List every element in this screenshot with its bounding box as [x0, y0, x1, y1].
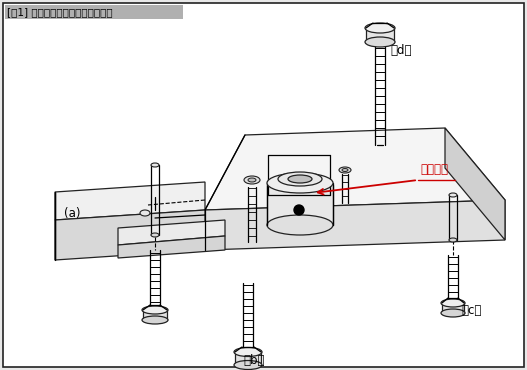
Ellipse shape — [151, 163, 159, 167]
Ellipse shape — [441, 309, 465, 317]
Polygon shape — [366, 28, 394, 42]
Ellipse shape — [365, 23, 395, 33]
Polygon shape — [267, 183, 333, 225]
Polygon shape — [143, 310, 167, 320]
Polygon shape — [442, 303, 464, 313]
Polygon shape — [118, 236, 225, 258]
Ellipse shape — [234, 360, 262, 370]
Ellipse shape — [151, 233, 159, 237]
Ellipse shape — [288, 175, 312, 183]
Polygon shape — [55, 182, 205, 220]
Ellipse shape — [365, 37, 395, 47]
Ellipse shape — [234, 347, 262, 357]
Ellipse shape — [267, 173, 333, 193]
Polygon shape — [118, 220, 225, 245]
Text: （d）: （d） — [391, 44, 412, 57]
Ellipse shape — [441, 299, 465, 307]
Ellipse shape — [339, 167, 351, 173]
Ellipse shape — [449, 238, 457, 242]
Polygon shape — [205, 128, 505, 210]
Ellipse shape — [140, 210, 150, 216]
Ellipse shape — [142, 306, 168, 314]
Ellipse shape — [142, 316, 168, 324]
Polygon shape — [235, 352, 261, 365]
Polygon shape — [55, 210, 205, 260]
Ellipse shape — [248, 178, 256, 182]
Polygon shape — [205, 200, 505, 250]
Text: [図1] パンチホルダによる固定方法: [図1] パンチホルダによる固定方法 — [7, 7, 113, 17]
Circle shape — [294, 205, 304, 215]
Polygon shape — [445, 128, 505, 240]
Ellipse shape — [342, 168, 348, 172]
Ellipse shape — [278, 172, 322, 186]
Ellipse shape — [267, 215, 333, 235]
Text: （c）: （c） — [462, 303, 482, 316]
Ellipse shape — [244, 176, 260, 184]
Text: (a): (a) — [64, 206, 80, 219]
Text: シャンク: シャンク — [420, 163, 448, 176]
Bar — [5, 5, 183, 19]
Text: （b）: （b） — [243, 353, 265, 367]
Ellipse shape — [449, 193, 457, 197]
